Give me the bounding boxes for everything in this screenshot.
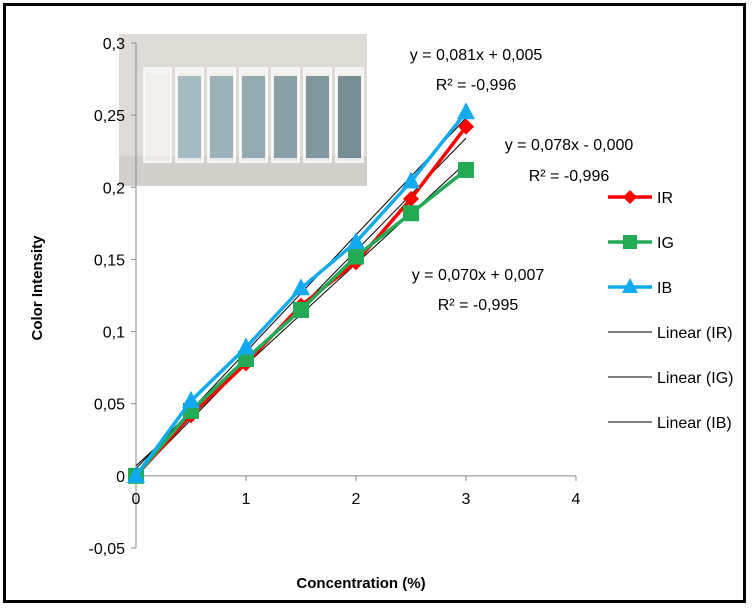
marker-triangle [347,232,365,250]
vial-liquid [306,76,329,158]
marker-triangle [622,278,638,293]
marker-square [458,161,474,178]
vial-glass [143,67,172,163]
vial-rim [240,68,267,73]
vial-rim [176,68,203,73]
x-tick-label: 4 [572,491,581,508]
legend-label: IG [657,235,674,252]
legend-label: IR [657,190,673,207]
y-tick-label: 0 [116,469,125,486]
chart-svg: -0,05 0 0,05 0,1 0,15 0,2 0,25 0,3 0 1 2 3 4 y = 0,0… [29,34,733,592]
vial-liquid [178,76,201,158]
vial-rim [272,68,299,73]
y-tick-label: 0,15 [94,252,125,269]
vial-liquid [242,76,265,158]
marker-triangle [292,278,310,296]
axes: -0,05 0 0,05 0,1 0,15 0,2 0,25 0,3 0 1 2 3 4 [89,36,581,558]
vial-liquid [210,76,233,158]
marker-diamond [403,190,419,207]
vial-rim [144,68,171,73]
legend-label: Linear (IB) [657,415,732,432]
legend-label: IB [657,280,672,297]
vial-rim [208,68,235,73]
vial-rim [304,68,331,73]
marker-triangle [402,171,420,189]
marker-square [238,350,254,367]
marker-triangle [457,102,475,120]
marker-diamond [458,118,474,135]
marker-square [293,301,309,318]
vial-liquid [338,76,361,158]
legend-label: Linear (IG) [657,370,733,387]
x-tick-label: 0 [132,491,141,508]
y-tick-label: 0,2 [103,180,125,197]
equation-annotations: y = 0,081x + 0,005 R² = -0,996 y = 0,078x … [410,47,634,314]
marker-square [348,248,364,265]
marker-diamond [623,190,637,204]
y-tick-label: -0,05 [89,541,126,558]
y-axis-title: Color Intensity [29,235,46,341]
y-tick-label: 0,25 [94,108,125,125]
x-tick-label: 2 [352,491,361,508]
r-squared-label: R² = -0,995 [438,297,519,314]
y-tick-label: 0,05 [94,397,125,414]
marker-triangle [182,390,200,408]
r-squared-label: R² = -0,996 [436,77,517,94]
legend: IR IG IB Linear (IR) Linear (IG) Linear (IB) [608,190,733,432]
equation-label: y = 0,081x + 0,005 [410,47,543,64]
x-axis-title: Concentration (%) [296,575,425,592]
marker-square [623,235,637,249]
marker-triangle [237,337,255,355]
x-tick-label: 1 [242,491,251,508]
equation-label: y = 0,070x + 0,007 [412,267,545,284]
y-tick-label: 0,1 [103,325,125,342]
r-squared-label: R² = -0,996 [529,168,610,185]
marker-square [403,205,419,222]
equation-label: y = 0,078x - 0,000 [505,137,634,154]
marker-triangle [127,465,145,483]
chart-frame: -0,05 0 0,05 0,1 0,15 0,2 0,25 0,3 0 1 2 3 4 y = 0,0… [3,3,746,603]
inset-vial-photo [119,34,367,186]
legend-label: Linear (IR) [657,325,733,342]
y-tick-label: 0,3 [103,36,125,53]
data-series [127,102,475,484]
x-tick-label: 3 [462,491,471,508]
vial-liquid [274,76,297,158]
vial-rim [336,68,363,73]
